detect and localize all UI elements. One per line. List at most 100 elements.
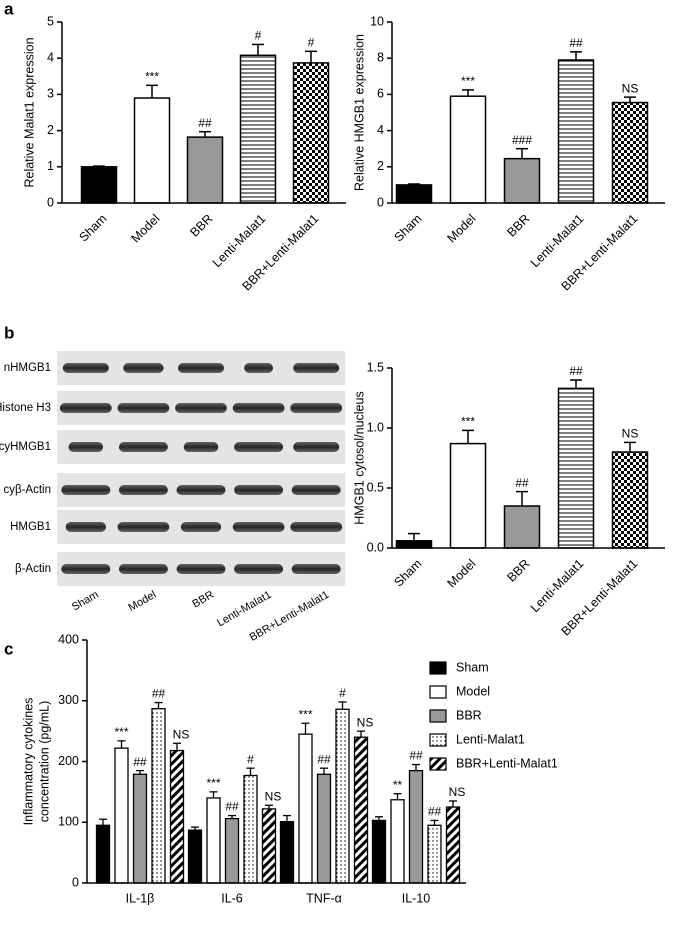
annotation: ## bbox=[133, 755, 147, 769]
annotation: ## bbox=[225, 800, 239, 814]
y-tick-label: 300 bbox=[58, 693, 79, 707]
x-tick-label: Model bbox=[444, 557, 478, 591]
legend-swatch bbox=[429, 685, 447, 699]
annotation: NS bbox=[622, 427, 639, 441]
bar bbox=[132, 773, 148, 884]
y-tick-label: 0 bbox=[72, 875, 79, 889]
annotation: *** bbox=[114, 725, 128, 739]
bar bbox=[335, 708, 350, 884]
bar bbox=[611, 101, 649, 204]
annotation: *** bbox=[145, 70, 159, 84]
annotation: ** bbox=[393, 778, 403, 792]
blot-band bbox=[175, 403, 227, 413]
bar bbox=[279, 820, 295, 884]
y-tick-label: 200 bbox=[58, 754, 79, 768]
blot-band bbox=[291, 564, 341, 574]
bar bbox=[95, 824, 111, 884]
y-tick-label: 0 bbox=[377, 195, 384, 209]
y-tick-label: 4 bbox=[377, 123, 384, 137]
y-tick-label: 0.0 bbox=[367, 540, 384, 554]
bar bbox=[427, 824, 442, 884]
legend-swatch bbox=[429, 661, 447, 675]
annotation: ## bbox=[569, 364, 583, 378]
annotation: *** bbox=[206, 776, 220, 790]
blot-band bbox=[290, 403, 343, 413]
bar bbox=[371, 819, 387, 884]
blot-row-label: HMGB1 bbox=[10, 521, 51, 533]
y-tick-label: 2 bbox=[47, 123, 54, 137]
bar bbox=[390, 799, 405, 884]
blot-band bbox=[61, 485, 111, 495]
y-tick-label: 0.5 bbox=[367, 480, 384, 494]
annotation: ## bbox=[317, 752, 331, 766]
legend-label: Sham bbox=[456, 660, 489, 674]
annotation: *** bbox=[461, 74, 475, 88]
panel-label: a bbox=[4, 0, 14, 18]
annotation: NS bbox=[265, 789, 282, 803]
bar bbox=[261, 808, 277, 884]
annotation: # bbox=[308, 35, 315, 49]
bar bbox=[316, 773, 332, 884]
blot-band bbox=[232, 403, 285, 413]
legend-label: BBR+Lenti-Malat1 bbox=[456, 756, 558, 770]
annotation: NS bbox=[449, 785, 466, 799]
blot-lane-label: BBR bbox=[190, 589, 216, 611]
x-tick-label: Sham bbox=[391, 557, 424, 590]
bar bbox=[239, 54, 277, 204]
blot-band bbox=[234, 485, 284, 495]
blot-row-label: nHMGB1 bbox=[4, 362, 51, 374]
bar bbox=[395, 184, 433, 204]
bar bbox=[298, 733, 313, 884]
blot-band bbox=[118, 564, 168, 574]
blot-band bbox=[290, 522, 343, 532]
blot-band bbox=[176, 485, 226, 495]
annotation: *** bbox=[298, 707, 312, 721]
annotation: ### bbox=[512, 133, 532, 147]
bar bbox=[114, 747, 129, 884]
x-tick-label: Lenti-Malat1 bbox=[210, 212, 269, 271]
bar bbox=[449, 95, 487, 204]
blot-band bbox=[62, 363, 109, 373]
annotation: ## bbox=[515, 476, 529, 490]
bar bbox=[557, 387, 595, 549]
blot-lane-label: Sham bbox=[70, 589, 101, 614]
y-axis-label: Relative Malat1 expression bbox=[22, 37, 36, 187]
y-axis-label: HMGB1 cytosol/nucleus bbox=[352, 391, 366, 524]
blot-band bbox=[61, 564, 111, 574]
blot-band bbox=[176, 564, 226, 574]
y-tick-label: 4 bbox=[47, 50, 54, 64]
y-axis-label: Inflammatory cytokines bbox=[21, 698, 35, 826]
blot-band bbox=[117, 403, 170, 413]
blot-band bbox=[293, 363, 340, 373]
x-tick-label: Sham bbox=[391, 212, 424, 245]
annotation: # bbox=[255, 29, 262, 43]
x-tick-label: BBR bbox=[504, 557, 532, 585]
y-tick-label: 1.0 bbox=[367, 420, 384, 434]
y-tick-label: 6 bbox=[377, 87, 384, 101]
x-tick-label: Lenti-Malat1 bbox=[528, 557, 587, 616]
annotation: ## bbox=[198, 116, 212, 130]
blot-band bbox=[244, 363, 273, 373]
annotation: NS bbox=[622, 81, 639, 95]
x-tick-label: Model bbox=[444, 212, 478, 246]
blot-band bbox=[234, 442, 284, 452]
bar bbox=[186, 136, 224, 204]
y-tick-label: 1.5 bbox=[367, 360, 384, 374]
blot-band bbox=[59, 403, 112, 413]
panel-label: b bbox=[4, 323, 14, 342]
blot-row-label: Histone H3 bbox=[0, 402, 51, 414]
x-tick-label: IL-1β bbox=[126, 891, 155, 905]
bar bbox=[243, 774, 258, 884]
annotation: # bbox=[339, 686, 346, 700]
blot-band bbox=[293, 442, 340, 452]
x-tick-label: Lenti-Malat1 bbox=[528, 212, 587, 271]
legend-swatch bbox=[429, 757, 447, 771]
bar bbox=[224, 817, 240, 884]
bar bbox=[611, 451, 649, 549]
legend-label: Model bbox=[456, 684, 490, 698]
blot-row-label: β-Actin bbox=[15, 563, 51, 575]
bar bbox=[503, 157, 541, 204]
y-tick-label: 0 bbox=[47, 195, 54, 209]
bar bbox=[557, 59, 595, 204]
annotation: NS bbox=[357, 715, 374, 729]
